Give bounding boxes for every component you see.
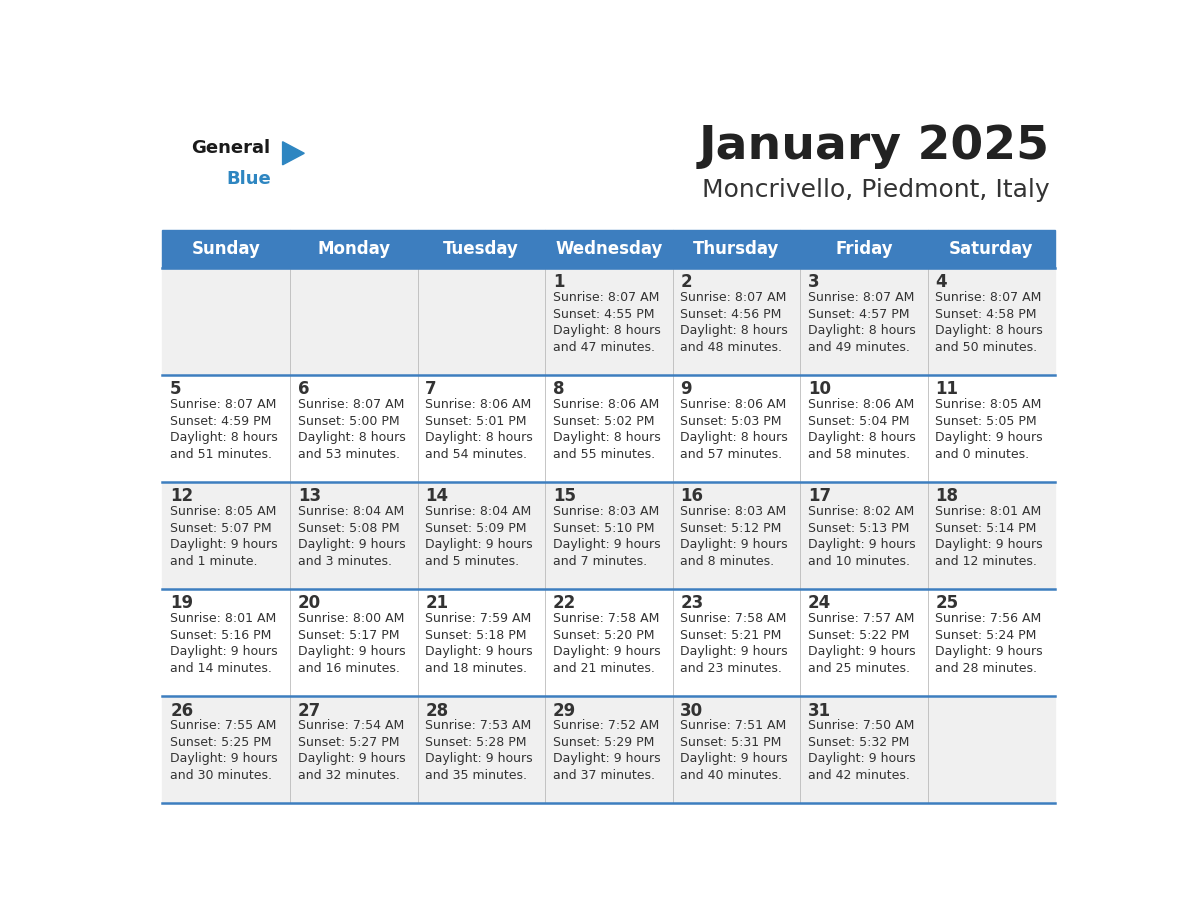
Text: 3: 3	[808, 274, 820, 291]
Text: General: General	[191, 140, 270, 157]
Text: 1: 1	[552, 274, 564, 291]
Text: 9: 9	[681, 380, 691, 398]
Text: 22: 22	[552, 595, 576, 612]
Text: Sunrise: 8:01 AM
Sunset: 5:16 PM
Daylight: 9 hours
and 14 minutes.: Sunrise: 8:01 AM Sunset: 5:16 PM Dayligh…	[170, 612, 278, 675]
Text: 30: 30	[681, 701, 703, 720]
Bar	[545, 230, 672, 268]
Bar	[163, 230, 290, 268]
Bar	[928, 230, 1055, 268]
Text: 24: 24	[808, 595, 832, 612]
Text: 25: 25	[935, 595, 959, 612]
Bar	[163, 696, 1055, 803]
Text: Sunrise: 7:55 AM
Sunset: 5:25 PM
Daylight: 9 hours
and 30 minutes.: Sunrise: 7:55 AM Sunset: 5:25 PM Dayligh…	[170, 719, 278, 782]
Text: Sunrise: 7:53 AM
Sunset: 5:28 PM
Daylight: 9 hours
and 35 minutes.: Sunrise: 7:53 AM Sunset: 5:28 PM Dayligh…	[425, 719, 533, 782]
Text: Sunrise: 7:58 AM
Sunset: 5:21 PM
Daylight: 9 hours
and 23 minutes.: Sunrise: 7:58 AM Sunset: 5:21 PM Dayligh…	[681, 612, 788, 675]
Text: Sunrise: 7:59 AM
Sunset: 5:18 PM
Daylight: 9 hours
and 18 minutes.: Sunrise: 7:59 AM Sunset: 5:18 PM Dayligh…	[425, 612, 533, 675]
Text: Sunrise: 8:01 AM
Sunset: 5:14 PM
Daylight: 9 hours
and 12 minutes.: Sunrise: 8:01 AM Sunset: 5:14 PM Dayligh…	[935, 505, 1043, 567]
Text: 29: 29	[552, 701, 576, 720]
Text: Sunrise: 8:04 AM
Sunset: 5:09 PM
Daylight: 9 hours
and 5 minutes.: Sunrise: 8:04 AM Sunset: 5:09 PM Dayligh…	[425, 505, 533, 567]
Text: 8: 8	[552, 380, 564, 398]
Bar	[672, 230, 801, 268]
Text: Blue: Blue	[226, 170, 271, 188]
Text: Friday: Friday	[835, 240, 892, 258]
Text: 27: 27	[298, 701, 321, 720]
Text: Moncrivello, Piedmont, Italy: Moncrivello, Piedmont, Italy	[702, 178, 1050, 202]
Text: 10: 10	[808, 380, 830, 398]
Text: Sunrise: 8:00 AM
Sunset: 5:17 PM
Daylight: 9 hours
and 16 minutes.: Sunrise: 8:00 AM Sunset: 5:17 PM Dayligh…	[298, 612, 405, 675]
Text: Wednesday: Wednesday	[555, 240, 663, 258]
Bar	[163, 482, 1055, 589]
Text: 6: 6	[298, 380, 309, 398]
Text: 28: 28	[425, 701, 448, 720]
Text: Sunrise: 8:06 AM
Sunset: 5:04 PM
Daylight: 8 hours
and 58 minutes.: Sunrise: 8:06 AM Sunset: 5:04 PM Dayligh…	[808, 398, 916, 461]
Text: 16: 16	[681, 487, 703, 506]
Bar	[290, 230, 417, 268]
Text: Sunrise: 7:52 AM
Sunset: 5:29 PM
Daylight: 9 hours
and 37 minutes.: Sunrise: 7:52 AM Sunset: 5:29 PM Dayligh…	[552, 719, 661, 782]
Text: Sunrise: 8:07 AM
Sunset: 4:56 PM
Daylight: 8 hours
and 48 minutes.: Sunrise: 8:07 AM Sunset: 4:56 PM Dayligh…	[681, 291, 788, 353]
Text: 31: 31	[808, 701, 832, 720]
Bar	[163, 268, 1055, 375]
Text: 7: 7	[425, 380, 437, 398]
Text: January 2025: January 2025	[699, 124, 1050, 169]
Text: 11: 11	[935, 380, 959, 398]
Text: Sunrise: 8:02 AM
Sunset: 5:13 PM
Daylight: 9 hours
and 10 minutes.: Sunrise: 8:02 AM Sunset: 5:13 PM Dayligh…	[808, 505, 916, 567]
Text: Tuesday: Tuesday	[443, 240, 519, 258]
Text: 18: 18	[935, 487, 959, 506]
Text: 20: 20	[298, 595, 321, 612]
Text: Sunrise: 7:50 AM
Sunset: 5:32 PM
Daylight: 9 hours
and 42 minutes.: Sunrise: 7:50 AM Sunset: 5:32 PM Dayligh…	[808, 719, 916, 782]
Text: 23: 23	[681, 595, 703, 612]
Text: 5: 5	[170, 380, 182, 398]
Text: Sunrise: 8:05 AM
Sunset: 5:05 PM
Daylight: 9 hours
and 0 minutes.: Sunrise: 8:05 AM Sunset: 5:05 PM Dayligh…	[935, 398, 1043, 461]
Text: Monday: Monday	[317, 240, 391, 258]
Text: Sunrise: 8:03 AM
Sunset: 5:12 PM
Daylight: 9 hours
and 8 minutes.: Sunrise: 8:03 AM Sunset: 5:12 PM Dayligh…	[681, 505, 788, 567]
Text: Sunrise: 7:57 AM
Sunset: 5:22 PM
Daylight: 9 hours
and 25 minutes.: Sunrise: 7:57 AM Sunset: 5:22 PM Dayligh…	[808, 612, 916, 675]
Text: Sunday: Sunday	[191, 240, 260, 258]
Bar	[163, 589, 1055, 696]
Text: Saturday: Saturday	[949, 240, 1034, 258]
Text: Sunrise: 8:06 AM
Sunset: 5:03 PM
Daylight: 8 hours
and 57 minutes.: Sunrise: 8:06 AM Sunset: 5:03 PM Dayligh…	[681, 398, 788, 461]
Text: 15: 15	[552, 487, 576, 506]
Text: 17: 17	[808, 487, 832, 506]
Text: Sunrise: 8:07 AM
Sunset: 4:55 PM
Daylight: 8 hours
and 47 minutes.: Sunrise: 8:07 AM Sunset: 4:55 PM Dayligh…	[552, 291, 661, 353]
Text: Sunrise: 8:06 AM
Sunset: 5:01 PM
Daylight: 8 hours
and 54 minutes.: Sunrise: 8:06 AM Sunset: 5:01 PM Dayligh…	[425, 398, 533, 461]
Text: Sunrise: 8:06 AM
Sunset: 5:02 PM
Daylight: 8 hours
and 55 minutes.: Sunrise: 8:06 AM Sunset: 5:02 PM Dayligh…	[552, 398, 661, 461]
Text: Sunrise: 8:04 AM
Sunset: 5:08 PM
Daylight: 9 hours
and 3 minutes.: Sunrise: 8:04 AM Sunset: 5:08 PM Dayligh…	[298, 505, 405, 567]
Text: Sunrise: 8:07 AM
Sunset: 4:57 PM
Daylight: 8 hours
and 49 minutes.: Sunrise: 8:07 AM Sunset: 4:57 PM Dayligh…	[808, 291, 916, 353]
Text: Sunrise: 7:58 AM
Sunset: 5:20 PM
Daylight: 9 hours
and 21 minutes.: Sunrise: 7:58 AM Sunset: 5:20 PM Dayligh…	[552, 612, 661, 675]
Bar	[163, 375, 1055, 482]
Text: Sunrise: 7:51 AM
Sunset: 5:31 PM
Daylight: 9 hours
and 40 minutes.: Sunrise: 7:51 AM Sunset: 5:31 PM Dayligh…	[681, 719, 788, 782]
Text: Sunrise: 7:54 AM
Sunset: 5:27 PM
Daylight: 9 hours
and 32 minutes.: Sunrise: 7:54 AM Sunset: 5:27 PM Dayligh…	[298, 719, 405, 782]
Text: 21: 21	[425, 595, 448, 612]
Text: 14: 14	[425, 487, 448, 506]
Text: Sunrise: 8:05 AM
Sunset: 5:07 PM
Daylight: 9 hours
and 1 minute.: Sunrise: 8:05 AM Sunset: 5:07 PM Dayligh…	[170, 505, 278, 567]
Text: 19: 19	[170, 595, 194, 612]
Text: Sunrise: 8:03 AM
Sunset: 5:10 PM
Daylight: 9 hours
and 7 minutes.: Sunrise: 8:03 AM Sunset: 5:10 PM Dayligh…	[552, 505, 661, 567]
Bar	[417, 230, 545, 268]
Text: Thursday: Thursday	[694, 240, 779, 258]
Text: 13: 13	[298, 487, 321, 506]
Text: 4: 4	[935, 274, 947, 291]
Text: 26: 26	[170, 701, 194, 720]
Text: 2: 2	[681, 274, 691, 291]
Polygon shape	[283, 141, 304, 165]
Text: Sunrise: 8:07 AM
Sunset: 5:00 PM
Daylight: 8 hours
and 53 minutes.: Sunrise: 8:07 AM Sunset: 5:00 PM Dayligh…	[298, 398, 405, 461]
Text: 12: 12	[170, 487, 194, 506]
Text: Sunrise: 8:07 AM
Sunset: 4:59 PM
Daylight: 8 hours
and 51 minutes.: Sunrise: 8:07 AM Sunset: 4:59 PM Dayligh…	[170, 398, 278, 461]
Bar	[801, 230, 928, 268]
Text: Sunrise: 8:07 AM
Sunset: 4:58 PM
Daylight: 8 hours
and 50 minutes.: Sunrise: 8:07 AM Sunset: 4:58 PM Dayligh…	[935, 291, 1043, 353]
Text: Sunrise: 7:56 AM
Sunset: 5:24 PM
Daylight: 9 hours
and 28 minutes.: Sunrise: 7:56 AM Sunset: 5:24 PM Dayligh…	[935, 612, 1043, 675]
